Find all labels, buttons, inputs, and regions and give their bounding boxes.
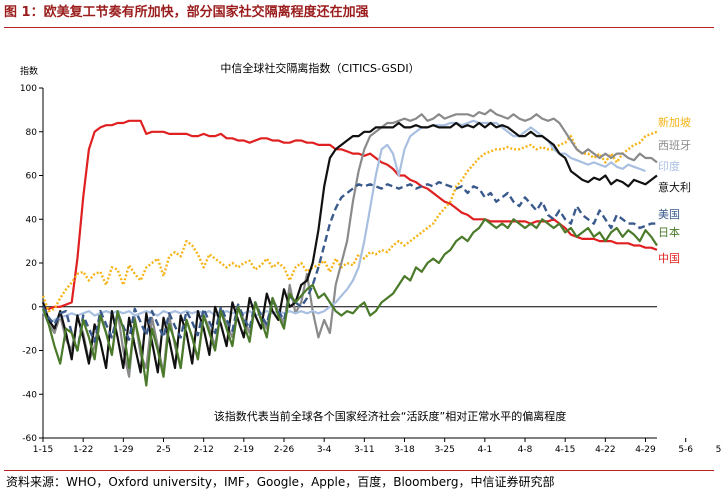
y-tick-label: -40 [22, 390, 37, 400]
y-tick-label: 60 [26, 172, 38, 182]
title-rule [4, 27, 714, 28]
figure-title: 图 1：欧美复工节奏有所加快，部分国家社交隔离程度还在加强 [4, 5, 369, 20]
y-tick-label: 40 [26, 215, 38, 225]
x-tick-label: 2-12 [193, 445, 213, 455]
legend-label-6: 日本 [658, 225, 680, 239]
footer-rule [4, 470, 714, 471]
legend-label-1: 新加坡 [658, 115, 691, 129]
x-tick-label: 1-29 [113, 445, 134, 455]
source-note: 资料来源：WHO，Oxford university，IMF，Google，Ap… [6, 475, 555, 489]
legend-label-4: 意大利 [658, 180, 691, 194]
series-line-2 [41, 108, 658, 378]
x-tick-label: 5-6 [678, 445, 693, 455]
x-tick-label: 4-29 [635, 445, 656, 455]
series-layer [41, 108, 658, 387]
x-tick-label: 3-11 [354, 445, 374, 455]
x-tick-label: 2-5 [156, 445, 171, 455]
legend-label-0: 中国 [658, 252, 680, 265]
legend-label-5: 美国 [658, 208, 680, 221]
y-tick-label: 80 [26, 128, 38, 138]
chart-title: 中信全球社交隔离指数（CITICS-GSDI） [220, 61, 419, 75]
x-tick-label: 4-22 [595, 445, 615, 455]
line-chart: 指数 中信全球社交隔离指数（CITICS-GSDI） -60 -40 -20 0 20 4… [20, 61, 721, 455]
legend-label-3: 印度 [658, 159, 680, 173]
y-tick-label: 20 [26, 259, 38, 269]
x-tick-label: 5-13 [716, 445, 721, 455]
series-line-6 [41, 218, 658, 387]
y-axis-label: 指数 [20, 65, 38, 77]
x-tick-label: 3-18 [394, 445, 415, 455]
y-tick-label: -60 [22, 434, 37, 444]
y-tick-label: 100 [20, 84, 37, 94]
x-tick-label: 1-15 [33, 445, 53, 455]
x-tick-label: 2-19 [234, 445, 255, 455]
chart-annotation: 该指数代表当前全球各个国家经济社会“活跃度”相对正常水平的偏离程度 [214, 409, 566, 423]
y-tick-label: -20 [22, 347, 37, 357]
series-line-5 [41, 180, 657, 352]
series-line-0 [42, 119, 658, 310]
x-tick-label: 3-4 [317, 445, 332, 455]
x-tick-label: 3-25 [434, 445, 454, 455]
legend-label-2: 西班牙 [658, 139, 691, 152]
series-line-4 [41, 121, 658, 374]
axes: -60 -40 -20 0 20 40 60 80 100 1-15 1-22 1-29 2-5 2-12… [20, 84, 721, 455]
x-tick-label: 2-26 [274, 445, 295, 455]
x-tick-label: 4-15 [555, 445, 575, 455]
y-tick-label: 0 [31, 303, 37, 313]
x-tick-label: 4-8 [518, 445, 533, 455]
x-tick-label: 1-22 [73, 445, 93, 455]
x-tick-label: 4-1 [477, 445, 492, 455]
